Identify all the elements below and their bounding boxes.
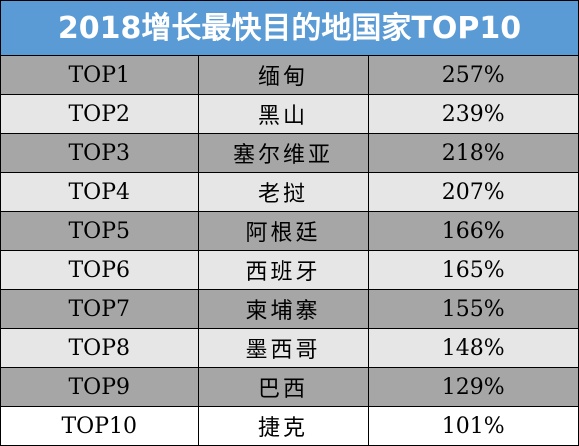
growth-cell: 129% xyxy=(367,367,578,407)
growth-cell: 101% xyxy=(367,406,578,445)
table-row: TOP4 老挝 207% xyxy=(1,172,578,212)
country-cell: 柬埔寨 xyxy=(197,289,369,329)
rank-cell: TOP2 xyxy=(1,94,199,134)
growth-cell: 155% xyxy=(367,289,578,329)
growth-cell: 166% xyxy=(367,211,578,251)
rank-cell: TOP8 xyxy=(1,328,199,368)
growth-cell: 148% xyxy=(367,328,578,368)
table-title: 2018增长最快目的地国家TOP10 xyxy=(1,1,578,56)
country-cell: 捷克 xyxy=(197,406,369,445)
table-row: TOP6 西班牙 165% xyxy=(1,250,578,290)
table-row: TOP5 阿根廷 166% xyxy=(1,211,578,251)
rank-cell: TOP6 xyxy=(1,250,199,290)
country-cell: 缅甸 xyxy=(197,56,369,95)
country-cell: 西班牙 xyxy=(197,250,369,290)
growth-cell: 218% xyxy=(367,133,578,173)
rank-cell: TOP9 xyxy=(1,367,199,407)
country-cell: 墨西哥 xyxy=(197,328,369,368)
table-row: TOP3 塞尔维亚 218% xyxy=(1,133,578,173)
table-row: TOP7 柬埔寨 155% xyxy=(1,289,578,329)
rank-cell: TOP1 xyxy=(1,56,199,95)
country-cell: 塞尔维亚 xyxy=(197,133,369,173)
country-cell: 阿根廷 xyxy=(197,211,369,251)
rank-cell: TOP5 xyxy=(1,211,199,251)
rank-cell: TOP10 xyxy=(1,406,199,445)
table-row: TOP1 缅甸 257% xyxy=(1,56,578,95)
rank-cell: TOP7 xyxy=(1,289,199,329)
table-row: TOP2 黑山 239% xyxy=(1,94,578,134)
ranking-table: TOP1 缅甸 257% TOP2 黑山 239% TOP3 塞尔维亚 218%… xyxy=(1,56,578,445)
country-cell: 黑山 xyxy=(197,94,369,134)
rank-cell: TOP3 xyxy=(1,133,199,173)
country-cell: 老挝 xyxy=(197,172,369,212)
growth-cell: 207% xyxy=(367,172,578,212)
table-row: TOP8 墨西哥 148% xyxy=(1,328,578,368)
table-row: TOP9 巴西 129% xyxy=(1,367,578,407)
growth-cell: 257% xyxy=(367,56,578,95)
rank-cell: TOP4 xyxy=(1,172,199,212)
table-row: TOP10 捷克 101% xyxy=(1,406,578,445)
country-cell: 巴西 xyxy=(197,367,369,407)
growth-cell: 239% xyxy=(367,94,578,134)
growth-cell: 165% xyxy=(367,250,578,290)
